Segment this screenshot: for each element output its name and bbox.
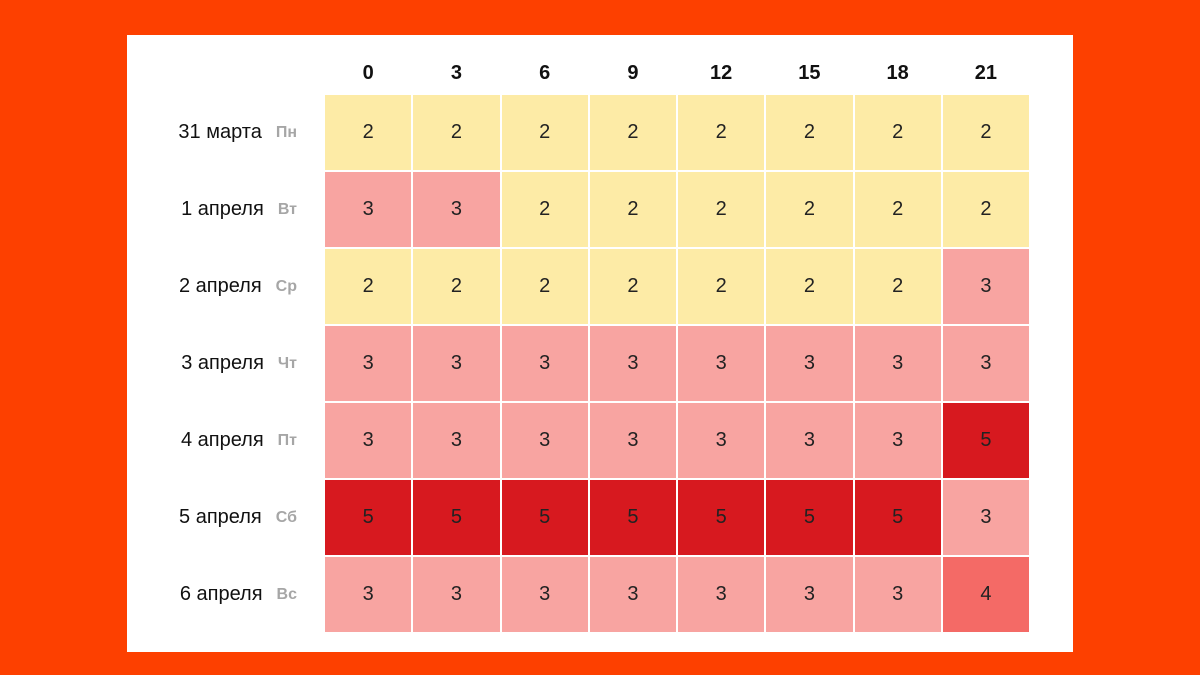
row-label: 2 апреля Ср: [127, 248, 297, 325]
kp-cell: 2: [588, 171, 677, 248]
date: 31 марта: [178, 121, 262, 143]
weekday: Чт: [277, 354, 297, 372]
kp-cell: 2: [941, 171, 1030, 248]
kp-cell: 3: [853, 402, 942, 479]
kp-cell: 3: [765, 402, 854, 479]
kp-cell: 3: [588, 402, 677, 479]
date: 6 апреля: [179, 583, 263, 605]
kp-cell: 3: [677, 556, 766, 633]
kp-cell: 3: [588, 556, 677, 633]
kp-cell: 3: [765, 325, 854, 402]
kp-cell: 2: [677, 94, 766, 171]
row-label: 1 апреля Вт: [127, 171, 297, 248]
kp-cell: 3: [941, 325, 1030, 402]
row-label: 5 апреля Сб: [127, 479, 297, 556]
kp-cell: 3: [588, 325, 677, 402]
kp-cell: 3: [853, 556, 942, 633]
kp-cell: 3: [412, 171, 501, 248]
kp-cell: 2: [588, 248, 677, 325]
kp-cell: 5: [500, 479, 589, 556]
weekday: Сб: [275, 508, 297, 526]
kp-cell: 5: [765, 479, 854, 556]
kp-cell: 2: [853, 171, 942, 248]
weekday: Пт: [277, 431, 297, 449]
column-header: 3: [450, 61, 462, 84]
kp-cell: 2: [500, 94, 589, 171]
kp-cell: 2: [853, 248, 942, 325]
kp-cell: 3: [324, 171, 413, 248]
kp-cell: 3: [941, 248, 1030, 325]
kp-cell: 3: [853, 325, 942, 402]
kp-cell: 5: [853, 479, 942, 556]
date: 5 апреля: [179, 506, 262, 528]
kp-cell: 3: [500, 402, 589, 479]
kp-cell: 3: [412, 325, 501, 402]
kp-cell: 5: [677, 479, 766, 556]
kp-cell: 2: [941, 94, 1030, 171]
kp-cell: 4: [941, 556, 1030, 633]
kp-cell: 3: [941, 479, 1030, 556]
kp-cell: 3: [324, 556, 413, 633]
kp-cell: 5: [412, 479, 501, 556]
kp-cell: 2: [412, 94, 501, 171]
row-label: 31 марта Пн: [127, 94, 297, 171]
kp-cell: 5: [324, 479, 413, 556]
row-label: 3 апреля Чт: [127, 325, 297, 402]
weekday: Пн: [275, 123, 297, 141]
kp-cell: 2: [765, 94, 854, 171]
kp-cell: 3: [412, 402, 501, 479]
weekday: Вс: [276, 585, 297, 603]
column-header: 0: [362, 61, 374, 84]
kp-cell: 2: [677, 248, 766, 325]
kp-cell: 3: [765, 556, 854, 633]
kp-cell: 3: [324, 402, 413, 479]
weekday: Вт: [277, 200, 297, 218]
weekday: Ср: [275, 277, 297, 295]
kp-cell: 2: [853, 94, 942, 171]
kp-cell: 2: [324, 248, 413, 325]
date: 4 апреля: [180, 429, 264, 451]
kp-cell: 2: [588, 94, 677, 171]
column-header: 15: [798, 61, 821, 84]
row-label: 6 апреля Вс: [127, 556, 297, 633]
kp-cell: 3: [412, 556, 501, 633]
column-header: 12: [710, 61, 733, 84]
kp-cell: 2: [765, 171, 854, 248]
kp-cell: 3: [677, 402, 766, 479]
kp-cell: 2: [412, 248, 501, 325]
kp-cell: 3: [677, 325, 766, 402]
column-header: 6: [539, 61, 551, 84]
kp-cell: 3: [500, 556, 589, 633]
kp-cell: 2: [765, 248, 854, 325]
kp-cell: 2: [677, 171, 766, 248]
kp-cell: 2: [500, 171, 589, 248]
kp-cell: 5: [588, 479, 677, 556]
date: 2 апреля: [178, 275, 262, 297]
kp-cell: 3: [324, 325, 413, 402]
kp-cell: 5: [941, 402, 1030, 479]
kp-cell: 2: [500, 248, 589, 325]
column-header: 21: [974, 61, 997, 84]
column-header: 18: [886, 61, 909, 84]
kp-cell: 3: [500, 325, 589, 402]
column-header: 9: [627, 61, 639, 84]
row-label: 4 апреля Пт: [127, 402, 297, 479]
forecast-panel: 0 3 6 9 12 15 18 21 31 марта Пн 2 2 2 2 2 2 2 2 1 апреля Вт…: [127, 35, 1073, 652]
date: 3 апреля: [181, 352, 264, 374]
date: 1 апреля: [181, 198, 264, 220]
kp-cell: 2: [324, 94, 413, 171]
